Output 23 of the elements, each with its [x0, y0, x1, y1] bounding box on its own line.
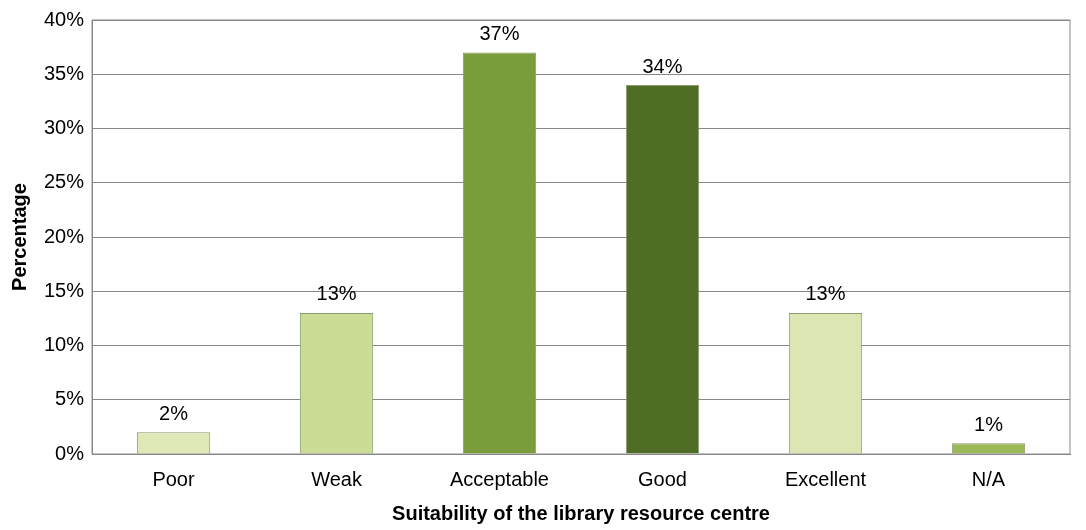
x-tick-label: Weak — [311, 467, 363, 490]
data-label: 1% — [974, 412, 1004, 435]
y-tick-label: 5% — [55, 387, 85, 410]
data-label: 13% — [316, 282, 357, 305]
y-axis-title: Percentage — [7, 183, 30, 291]
x-tick-label: Acceptable — [450, 467, 549, 490]
x-tick-label: Poor — [152, 467, 195, 490]
y-tick-label: 0% — [55, 441, 85, 464]
x-tick-label: Good — [638, 467, 687, 490]
x-tick-label: Excellent — [784, 467, 867, 490]
y-tick-label: 20% — [44, 224, 85, 247]
data-label: 37% — [479, 22, 520, 45]
x-axis-title: Suitability of the library resource centre — [392, 501, 770, 524]
y-tick-label: 40% — [44, 7, 85, 30]
y-tick-label: 15% — [44, 278, 85, 301]
data-label: 34% — [642, 54, 683, 77]
data-label: 13% — [805, 282, 846, 305]
y-tick-label: 35% — [44, 61, 85, 84]
y-tick-label: 10% — [44, 333, 85, 356]
data-label: 2% — [159, 401, 189, 424]
y-tick-label: 25% — [44, 170, 85, 193]
x-tick-label: N/A — [971, 467, 1006, 490]
y-tick-label: 30% — [44, 116, 85, 139]
